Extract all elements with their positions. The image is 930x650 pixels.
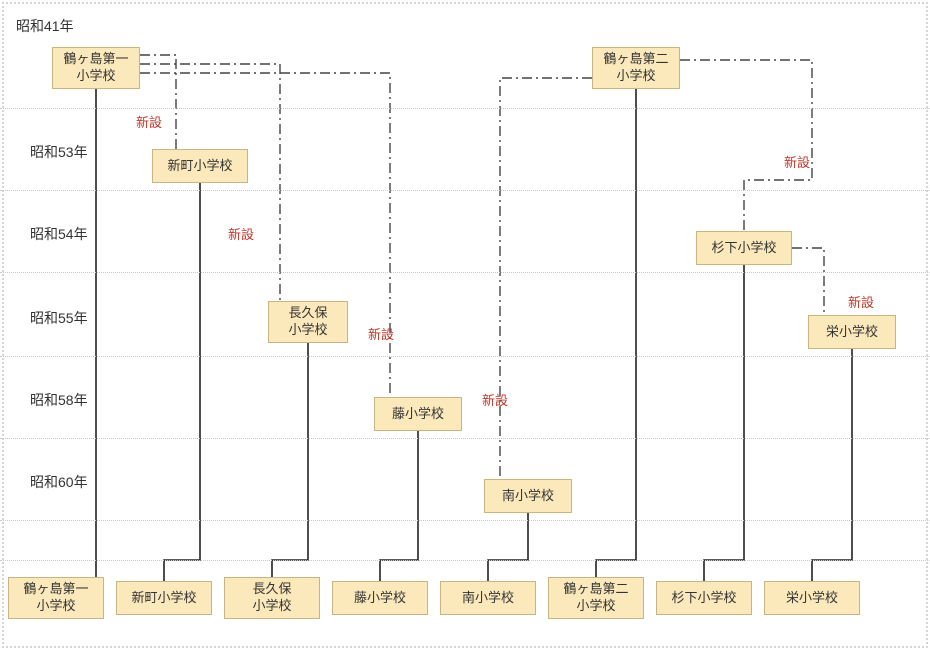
connector-layer xyxy=(0,0,930,650)
node-tsurugashima2-top: 鶴ヶ島第二 小学校 xyxy=(592,47,680,89)
line-t2-down xyxy=(596,89,636,577)
dash-sugishita-to-sakae xyxy=(792,248,824,316)
new-minami: 新設 xyxy=(482,390,508,409)
node-bottom-tsurugashima1: 鶴ヶ島第一 小学校 xyxy=(8,577,104,619)
gridline-4 xyxy=(0,438,930,439)
line-nagakubo-down xyxy=(272,343,308,577)
new-shinmachi: 新設 xyxy=(136,112,162,131)
year-label-4: 昭和58年 xyxy=(30,390,88,410)
dash-t2-to-sugishita xyxy=(680,60,812,232)
new-sakae: 新設 xyxy=(848,292,874,311)
new-fuji: 新設 xyxy=(368,324,394,343)
node-bottom-sakae: 栄小学校 xyxy=(764,581,860,615)
node-bottom-minami: 南小学校 xyxy=(440,581,536,615)
gridline-1 xyxy=(0,190,930,191)
dash-t1-to-nagakubo xyxy=(140,64,280,302)
year-label-1: 昭和53年 xyxy=(30,142,88,162)
node-minami: 南小学校 xyxy=(484,479,572,513)
node-tsurugashima1-top: 鶴ヶ島第一 小学校 xyxy=(52,47,140,89)
year-label-5: 昭和60年 xyxy=(30,472,88,492)
outer-frame xyxy=(2,2,928,648)
year-label-2: 昭和54年 xyxy=(30,224,88,244)
gridline-2 xyxy=(0,272,930,273)
line-sugishita-down xyxy=(704,265,744,581)
node-shinmachi: 新町小学校 xyxy=(152,149,248,183)
line-minami-down xyxy=(488,513,528,581)
dash-t2-to-minami xyxy=(500,78,592,480)
node-bottom-shinmachi: 新町小学校 xyxy=(116,581,212,615)
new-nagakubo: 新設 xyxy=(228,224,254,243)
node-sugishita: 杉下小学校 xyxy=(696,231,792,265)
dash-t1-to-fuji xyxy=(140,73,390,398)
line-fuji-down xyxy=(380,431,418,581)
year-label-3: 昭和55年 xyxy=(30,308,88,328)
node-nagakubo: 長久保 小学校 xyxy=(268,301,348,343)
year-label-0: 昭和41年 xyxy=(16,16,74,36)
node-bottom-sugishita: 杉下小学校 xyxy=(656,581,752,615)
gridline-0 xyxy=(0,108,930,109)
node-bottom-nagakubo: 長久保 小学校 xyxy=(224,577,320,619)
node-bottom-fuji: 藤小学校 xyxy=(332,581,428,615)
diagram-stage: 昭和41年昭和53年昭和54年昭和55年昭和58年昭和60年鶴ヶ島第一 小学校鶴… xyxy=(0,0,930,650)
new-sugishita: 新設 xyxy=(784,152,810,171)
gridline-5 xyxy=(0,520,930,521)
gridline-3 xyxy=(0,356,930,357)
node-sakae: 栄小学校 xyxy=(808,315,896,349)
line-shinmachi-down xyxy=(164,183,200,581)
node-bottom-tsurugashima2: 鶴ヶ島第二 小学校 xyxy=(548,577,644,619)
gridline-6 xyxy=(0,560,930,561)
node-fuji: 藤小学校 xyxy=(374,397,462,431)
line-sakae-down xyxy=(812,349,852,581)
dash-t1-to-shinmachi xyxy=(140,55,176,150)
